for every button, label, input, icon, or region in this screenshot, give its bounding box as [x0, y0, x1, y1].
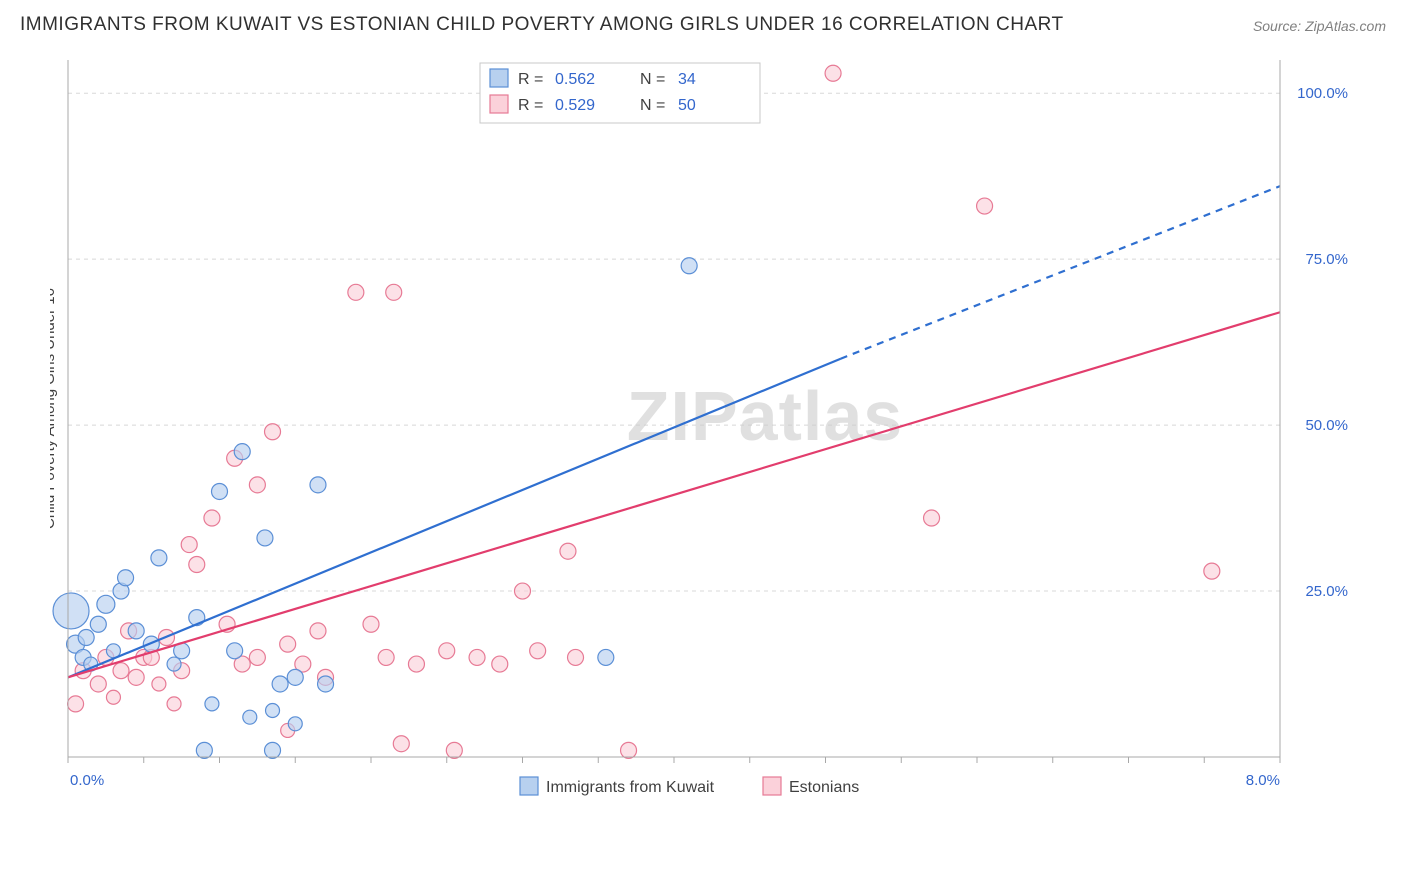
scatter-point-kuwait	[53, 593, 89, 629]
legend-r-value: 0.562	[555, 71, 595, 88]
y-tick-label: 75.0%	[1305, 251, 1348, 268]
scatter-point-kuwait	[243, 710, 257, 724]
trendline-estonians	[68, 312, 1280, 677]
x-tick-label: 8.0%	[1246, 772, 1280, 789]
scatter-point-estonians	[825, 65, 841, 81]
legend-label: Estonians	[789, 779, 859, 796]
scatter-point-estonians	[924, 510, 940, 526]
scatter-point-estonians	[492, 656, 508, 672]
scatter-point-estonians	[181, 537, 197, 553]
legend-label: Immigrants from Kuwait	[546, 779, 715, 796]
svg-text:N =: N =	[640, 71, 665, 88]
correlation-scatter-chart: 25.0% 50.0% 75.0% 100.0% ZIPatlas 0.0% 8.0% Chi…	[50, 55, 1360, 805]
scatter-point-estonians	[363, 616, 379, 632]
scatter-point-kuwait	[196, 742, 212, 758]
scatter-point-kuwait	[227, 643, 243, 659]
scatter-point-kuwait	[265, 742, 281, 758]
y-axis-title: Child Poverty Among Girls Under 16	[50, 288, 58, 529]
scatter-point-kuwait	[212, 483, 228, 499]
scatter-point-kuwait	[78, 630, 94, 646]
scatter-point-estonians	[393, 736, 409, 752]
scatter-point-estonians	[515, 583, 531, 599]
y-tick-label: 50.0%	[1305, 417, 1348, 434]
legend-n-value: 50	[678, 97, 696, 114]
scatter-point-kuwait	[288, 717, 302, 731]
scatter-point-kuwait	[151, 550, 167, 566]
scatter-point-kuwait	[257, 530, 273, 546]
svg-text:R =: R =	[518, 71, 543, 88]
scatter-point-estonians	[446, 742, 462, 758]
scatter-point-kuwait	[167, 657, 181, 671]
scatter-point-estonians	[265, 424, 281, 440]
scatter-point-estonians	[348, 284, 364, 300]
scatter-point-estonians	[204, 510, 220, 526]
y-tick-label: 100.0%	[1297, 85, 1348, 102]
watermark: ZIPatlas	[627, 377, 903, 455]
scatter-point-kuwait	[234, 444, 250, 460]
scatter-point-estonians	[249, 649, 265, 665]
scatter-point-estonians	[167, 697, 181, 711]
scatter-point-estonians	[378, 649, 394, 665]
scatter-point-estonians	[408, 656, 424, 672]
legend-swatch	[520, 777, 538, 795]
legend-swatch	[763, 777, 781, 795]
scatter-point-estonians	[310, 623, 326, 639]
scatter-point-estonians	[128, 669, 144, 685]
scatter-point-estonians	[189, 556, 205, 572]
scatter-point-estonians	[530, 643, 546, 659]
scatter-point-estonians	[386, 284, 402, 300]
x-tick-label: 0.0%	[70, 772, 104, 789]
legend-swatch	[490, 69, 508, 87]
svg-text:N =: N =	[640, 97, 665, 114]
trendline-kuwait	[68, 359, 841, 678]
scatter-point-kuwait	[318, 676, 334, 692]
scatter-point-estonians	[568, 649, 584, 665]
scatter-point-estonians	[1204, 563, 1220, 579]
scatter-point-kuwait	[310, 477, 326, 493]
legend-swatch	[490, 95, 508, 113]
scatter-point-estonians	[113, 663, 129, 679]
scatter-point-kuwait	[118, 570, 134, 586]
scatter-point-kuwait	[90, 616, 106, 632]
scatter-point-estonians	[106, 690, 120, 704]
scatter-point-estonians	[280, 636, 296, 652]
scatter-point-kuwait	[287, 669, 303, 685]
scatter-point-kuwait	[97, 595, 115, 613]
y-tick-label: 25.0%	[1305, 583, 1348, 600]
scatter-point-estonians	[152, 677, 166, 691]
scatter-point-kuwait	[272, 676, 288, 692]
legend-n-value: 34	[678, 71, 696, 88]
scatter-point-estonians	[560, 543, 576, 559]
scatter-point-estonians	[68, 696, 84, 712]
legend-r-value: 0.529	[555, 97, 595, 114]
scatter-point-estonians	[469, 649, 485, 665]
svg-text:R =: R =	[518, 97, 543, 114]
source-label: Source: ZipAtlas.com	[1253, 18, 1386, 34]
scatter-point-estonians	[249, 477, 265, 493]
chart-title: IMMIGRANTS FROM KUWAIT VS ESTONIAN CHILD…	[20, 14, 1064, 35]
scatter-point-kuwait	[681, 258, 697, 274]
scatter-point-kuwait	[128, 623, 144, 639]
scatter-point-estonians	[439, 643, 455, 659]
scatter-point-estonians	[621, 742, 637, 758]
scatter-point-kuwait	[266, 704, 280, 718]
scatter-point-estonians	[977, 198, 993, 214]
scatter-point-estonians	[90, 676, 106, 692]
scatter-point-kuwait	[205, 697, 219, 711]
scatter-point-kuwait	[598, 649, 614, 665]
